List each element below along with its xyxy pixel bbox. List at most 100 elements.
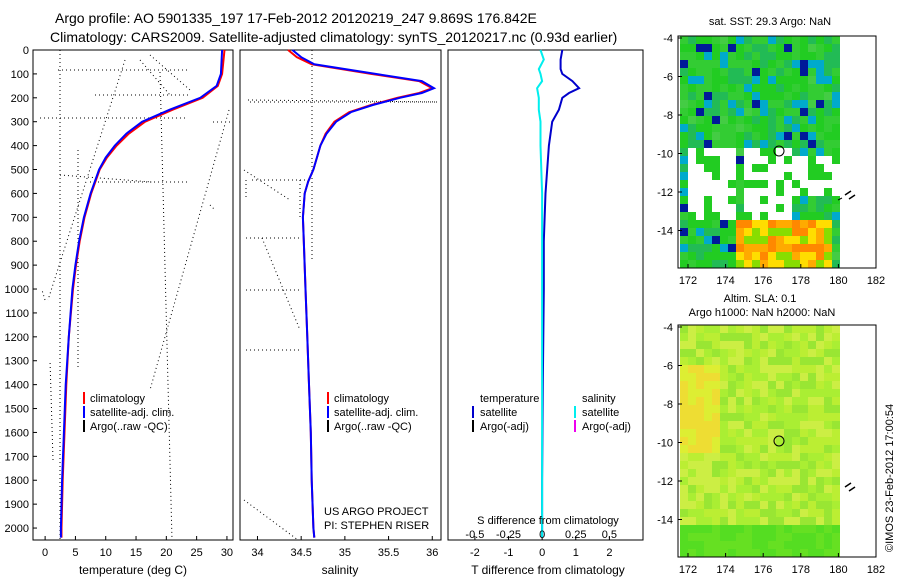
sst-cell — [736, 164, 744, 172]
sst-cell — [768, 220, 776, 228]
sla-cell — [768, 501, 776, 509]
sst-cell — [712, 116, 720, 124]
sla-cell — [816, 341, 824, 349]
sla-cell — [776, 509, 784, 517]
sst-cell — [688, 220, 696, 228]
sst-cell — [816, 204, 824, 212]
sla-cell — [712, 501, 720, 509]
sst-cell — [696, 76, 704, 84]
sla-cell — [680, 389, 688, 397]
sla-cell — [680, 413, 688, 421]
sla-cell — [816, 549, 824, 557]
sst-cell — [792, 236, 800, 244]
sla-cell — [792, 437, 800, 445]
sla-cell — [680, 517, 688, 525]
sla-cell — [768, 389, 776, 397]
sst-cell — [784, 92, 792, 100]
sla-cell — [824, 381, 832, 389]
sst-cell — [808, 204, 816, 212]
sla-cell — [760, 333, 768, 341]
sst-cell — [736, 60, 744, 68]
sst-cell — [712, 132, 720, 140]
sla-cell — [776, 381, 784, 389]
sst-cell — [832, 116, 840, 124]
sla-cell — [816, 325, 824, 333]
sst-cell — [736, 68, 744, 76]
sla-cell — [752, 357, 760, 365]
sst-cell — [736, 84, 744, 92]
sla-cell — [712, 477, 720, 485]
sst-cell — [760, 92, 768, 100]
sla-cell — [712, 333, 720, 341]
sla-cell — [720, 349, 728, 357]
sst-cell — [688, 140, 696, 148]
sla-cell — [768, 549, 776, 557]
depth-tick-label: 200 — [11, 93, 29, 105]
sla-cell — [776, 429, 784, 437]
sla-cell — [784, 509, 792, 517]
sla-cell — [680, 397, 688, 405]
x-tick-label: 5 — [72, 547, 78, 559]
sla-cell — [720, 357, 728, 365]
sst-cell — [808, 116, 816, 124]
sla-cell — [712, 549, 720, 557]
sla-cell — [712, 429, 720, 437]
sst-cell — [816, 36, 824, 44]
s-diff-ticks: -0.5 -0.25 0 0.25 0.5 — [465, 529, 617, 541]
sla-cell — [712, 437, 720, 445]
sla-cell — [728, 501, 736, 509]
sst-cell — [792, 92, 800, 100]
sla-cell — [824, 493, 832, 501]
sla-cell — [720, 549, 728, 557]
sla-cell — [784, 541, 792, 549]
sst-cell — [736, 140, 744, 148]
project-label: US ARGO PROJECT — [324, 506, 429, 518]
sst-cell — [752, 36, 760, 44]
sst-cell — [712, 108, 720, 116]
sla-cell — [832, 525, 840, 533]
sst-cell — [768, 188, 776, 196]
sla-cell — [688, 381, 696, 389]
sst-cell — [728, 212, 736, 220]
sst-cell — [776, 164, 784, 172]
sla-cell — [704, 373, 712, 381]
sst-cell — [744, 44, 752, 52]
sst-cell — [776, 44, 784, 52]
sla-cell — [752, 325, 760, 333]
sst-cell — [816, 228, 824, 236]
sst-cell — [760, 100, 768, 108]
sla-cell — [776, 485, 784, 493]
sla-cell — [688, 341, 696, 349]
sst-cell — [752, 60, 760, 68]
map-x-tick-label: 182 — [867, 275, 885, 287]
sst-cell — [688, 236, 696, 244]
sla-cell — [688, 549, 696, 557]
sla-cell — [776, 421, 784, 429]
sst-cell — [760, 108, 768, 116]
sst-cell — [784, 148, 792, 156]
sst-cell — [720, 52, 728, 60]
sst-cell — [752, 44, 760, 52]
sla-cell — [824, 357, 832, 365]
sst-cell — [696, 132, 704, 140]
sla-cell — [680, 421, 688, 429]
sla-cell — [776, 365, 784, 373]
sst-cell — [720, 196, 728, 204]
sst-cell — [760, 196, 768, 204]
sla-cell — [712, 341, 720, 349]
sla-cell — [680, 373, 688, 381]
sst-cell — [704, 100, 712, 108]
sst-cell — [696, 180, 704, 188]
sla-cell — [712, 349, 720, 357]
sst-cell — [720, 92, 728, 100]
sla-cell — [760, 357, 768, 365]
sst-cell — [792, 212, 800, 220]
sla-cell — [760, 413, 768, 421]
sst-cell — [824, 84, 832, 92]
x-tick-label: 25 — [191, 547, 203, 559]
sla-cell — [776, 461, 784, 469]
sla-cell — [736, 357, 744, 365]
sla-cell — [792, 541, 800, 549]
sla-cell — [760, 533, 768, 541]
sla-cell — [816, 429, 824, 437]
